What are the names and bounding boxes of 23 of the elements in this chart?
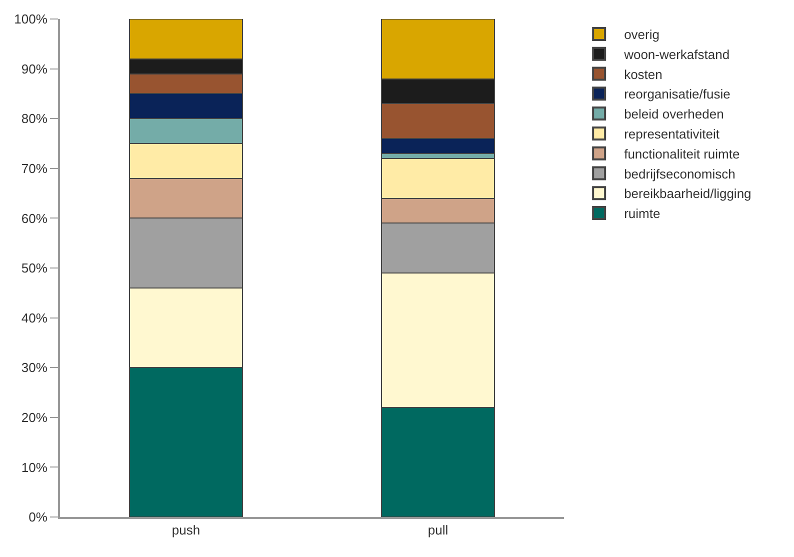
y-tick-label: 0% (28, 510, 48, 525)
legend-label: beleid overheden (624, 106, 724, 122)
y-tick-label: 100% (14, 12, 48, 27)
legend-label: overig (624, 27, 660, 42)
y-tick-label: 10% (21, 460, 48, 475)
legend-label: ruimte (624, 206, 660, 222)
legend-label: reorganisatie/fusie (624, 86, 730, 102)
legend-label: bedrijfseconomisch (624, 166, 736, 182)
legend-label: woon-werkafstand (623, 46, 730, 62)
y-tick-label: 20% (21, 410, 48, 425)
y-tick-label: 60% (21, 210, 48, 226)
legend-label: bereikbaarheid/ligging (624, 186, 752, 202)
legend-label: representativiteit (624, 126, 720, 142)
y-tick-label: 40% (21, 310, 48, 326)
y-tick-label: 80% (21, 111, 48, 126)
x-tick-label: pull (428, 522, 448, 538)
legend-label: kosten (624, 66, 662, 82)
x-tick-label: push (172, 522, 200, 538)
y-tick-label: 50% (21, 260, 48, 276)
y-tick-label: 90% (21, 61, 48, 76)
y-tick-label: 30% (21, 360, 48, 376)
legend-label: functionaliteit ruimte (624, 146, 740, 162)
y-tick-label: 70% (21, 160, 48, 176)
